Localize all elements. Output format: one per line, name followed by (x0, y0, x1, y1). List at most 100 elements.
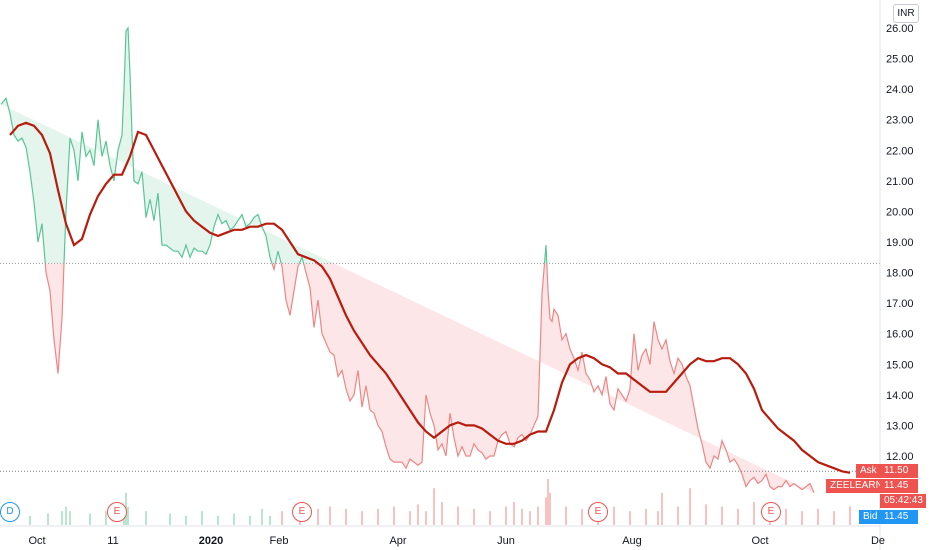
time-tick-label: 2020 (199, 535, 223, 547)
volume-bar (833, 511, 835, 525)
earnings-marker[interactable]: E (761, 502, 781, 522)
price-tick-label: 14.00 (886, 390, 914, 402)
volume-bar (169, 513, 171, 525)
time-tick-label: Jun (497, 535, 515, 547)
time-tick-label: Apr (389, 535, 406, 547)
time-axis: Oct 11 2020 Feb Apr Jun Aug Oct De (28, 535, 885, 547)
last-price-value: 11.45 (880, 479, 918, 493)
volume-bar (565, 506, 567, 525)
volume-bar (105, 511, 107, 525)
price-tick-label: 19.00 (886, 237, 914, 249)
volume-bar (629, 511, 631, 525)
volume-bar (377, 508, 379, 525)
price-axis: 12.00 13.00 14.00 15.00 16.00 17.00 18.00 19.00… (886, 23, 914, 463)
time-tick-label: De (871, 535, 885, 547)
volume-bar (473, 508, 475, 525)
price-tick-label: 25.00 (886, 54, 914, 66)
price-line-up (0, 26, 548, 264)
price-tick-label: 18.00 (886, 268, 914, 280)
symbol-label: ZEELEARN (826, 479, 883, 493)
price-tick-label: 13.00 (886, 420, 914, 432)
volume-bar (409, 511, 411, 525)
volume-bar (547, 479, 549, 525)
price-tick-label: 12.00 (886, 451, 914, 463)
volume-bar (689, 488, 691, 525)
volume-bar (217, 515, 219, 525)
volume-bar (145, 511, 147, 525)
volume-bar (513, 502, 515, 525)
volume-bar (281, 511, 283, 525)
time-tick-label: 11 (107, 535, 118, 547)
price-tick-label: 26.00 (886, 23, 914, 35)
currency-button[interactable]: INR (893, 4, 919, 23)
time-tick-label: Aug (622, 535, 642, 547)
volume-bar (425, 511, 427, 525)
volume-bar (261, 508, 263, 525)
volume-bar (505, 506, 507, 525)
volume-bar (581, 508, 583, 525)
volume-bar (441, 502, 443, 525)
volume-bar (269, 515, 271, 525)
earnings-marker[interactable]: E (588, 502, 608, 522)
price-tick-label: 21.00 (886, 176, 914, 188)
volume-bar (185, 515, 187, 525)
volume-bar (529, 511, 531, 525)
volume-bar (127, 506, 129, 525)
dividend-marker[interactable]: D (0, 502, 20, 522)
volume-bar (549, 492, 551, 525)
volume-bar (537, 506, 539, 525)
bid-label: Bid (859, 510, 880, 524)
volume-bar (613, 506, 615, 525)
volume-bar (521, 508, 523, 525)
volume-bar (489, 511, 491, 525)
time-tick-label: Feb (270, 535, 289, 547)
volume-bar (233, 513, 235, 525)
volume-bar (737, 508, 739, 525)
time-tick-label: Oct (28, 535, 45, 547)
earnings-marker[interactable]: E (107, 502, 127, 522)
price-tick-label: 17.00 (886, 298, 914, 310)
volume-bar (47, 513, 49, 525)
volume-bar (801, 511, 803, 525)
price-tick-label: 23.00 (886, 115, 914, 127)
volume-bar (545, 497, 547, 525)
volume-bar (393, 506, 395, 525)
bid-value: 11.45 (880, 510, 918, 524)
earnings-marker[interactable]: E (292, 502, 312, 522)
volume-bar (69, 511, 71, 525)
volume-bar (89, 513, 91, 525)
volume-bar (433, 488, 435, 525)
time-tick-label: Oct (751, 535, 768, 547)
volume-bar (329, 506, 331, 525)
volume-bar (645, 508, 647, 525)
volume-bar (817, 508, 819, 525)
volume-bar (417, 504, 419, 525)
volume-bar (201, 511, 203, 525)
price-tick-label: 22.00 (886, 145, 914, 157)
volume-bar (249, 515, 251, 525)
moving-average-line (9, 121, 851, 474)
area-fill-down (45, 263, 814, 493)
volume-bar (361, 511, 363, 525)
volume-bar (785, 508, 787, 525)
price-tick-label: 20.00 (886, 206, 914, 218)
volume-bar (753, 502, 755, 525)
price-tick-label: 16.00 (886, 329, 914, 341)
volume-bar (721, 506, 723, 525)
volume-bar (61, 511, 63, 525)
volume-bar (345, 508, 347, 525)
volume-bar (657, 511, 659, 525)
volume-bar (457, 506, 459, 525)
ask-value: 11.50 (880, 464, 918, 478)
volume-bar (65, 506, 67, 525)
bar-countdown: 05:42:43 (880, 494, 926, 508)
volume-bar (677, 506, 679, 525)
price-line-down (44, 263, 815, 493)
volume-bar (849, 506, 851, 525)
area-fill-up (1, 28, 547, 264)
price-area-down (44, 263, 815, 493)
volume-bar (317, 508, 319, 525)
price-tick-label: 24.00 (886, 84, 914, 96)
volume-bar (661, 492, 663, 525)
